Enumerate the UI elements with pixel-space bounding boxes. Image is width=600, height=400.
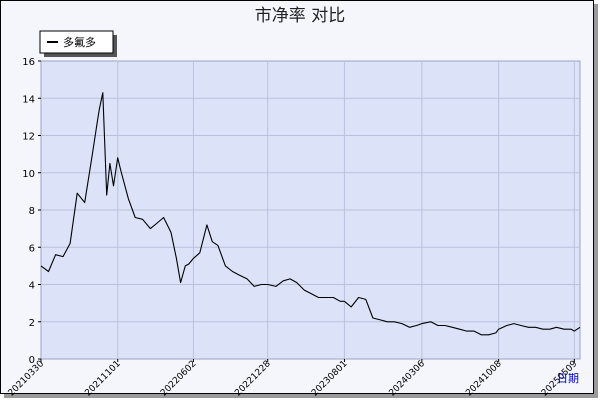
legend-box [39,30,114,54]
legend-label: 多氟多 [63,35,96,49]
x-tick-label: 20230801 [310,359,349,398]
x-tick-label: 20221228 [233,359,273,399]
y-tick-label: 12 [22,132,35,143]
x-tick-label: 20240306 [388,359,428,399]
legend[interactable]: 多氟多 [39,30,117,57]
y-tick-label: 8 [29,206,35,217]
y-tick-label: 4 [29,281,35,292]
y-tick-label: 2 [29,318,35,329]
series-line-0 [40,92,581,336]
y-tick-label: 0 [29,355,35,366]
grid-lines [41,61,580,359]
x-axis-ticks: 20210330 20211101 20220602 20221228 20230801… [7,359,580,399]
series-group [40,92,581,336]
x-tick-label: 20220602 [159,359,198,398]
x-tick-label: 20241008 [464,359,504,399]
chart-title: 市净率 对比 [255,6,345,26]
y-tick-label: 6 [29,243,35,254]
y-tick-label: 10 [22,169,35,180]
x-tick-label: 20210330 [7,359,47,399]
frame-shadow-right [594,4,598,397]
x-axis-label: 日期 [557,372,579,385]
y-tick-label: 16 [22,57,35,68]
y-tick-label: 14 [22,94,35,105]
x-tick-label: 20211101 [83,359,122,398]
y-axis-ticks: 0 2 4 6 8 10 12 14 16 [22,57,41,366]
frame-shadow-bottom [4,394,598,398]
